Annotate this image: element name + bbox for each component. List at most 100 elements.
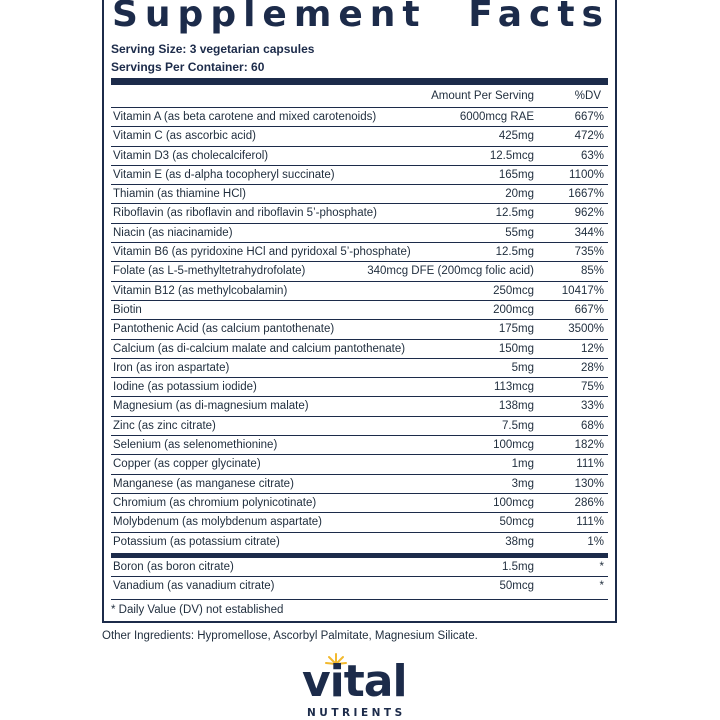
nutrient-row: Folate (as L-5-methyltetrahydrofolate) 34… <box>111 261 608 280</box>
nutrient-amount: 175mg <box>498 323 534 336</box>
dv-footnote: * Daily Value (DV) not established <box>111 599 608 624</box>
nutrient-amount: 20mg <box>505 188 534 201</box>
nutrient-amount: 6000mcg RAE <box>459 111 534 123</box>
other-nutrient-table: Boron (as boron citrate) 1.5mg * Vanadium (… <box>111 557 608 596</box>
nutrient-dv: 667% <box>574 303 604 316</box>
nutrient-amount: 55mg <box>505 226 534 239</box>
nutrient-row: Selenium (as selenomethionine) 100mcg 182% <box>111 435 608 454</box>
other-ingredients: Other Ingredients: Hypromellose, Ascorby… <box>102 630 478 642</box>
nutrient-name: Chromium (as chromium polynicotinate) <box>113 496 317 509</box>
nutrient-dv: 344% <box>574 226 604 239</box>
nutrient-amount: 50mcg <box>499 516 534 529</box>
nutrient-dv: 472% <box>574 130 604 143</box>
nutrient-dv: 1100% <box>569 168 604 181</box>
nutrient-dv: 75% <box>580 381 604 394</box>
nutrient-dv: 962% <box>574 207 604 220</box>
nutrient-row: Vitamin E (as d-alpha tocopheryl succina… <box>111 164 608 184</box>
nutrient-amount: 200mcg <box>493 303 534 316</box>
nutrient-dv: 85% <box>580 265 604 278</box>
nutrient-name: Vitamin C (as ascorbic acid) <box>113 130 256 143</box>
nutrient-dv: 111% <box>576 516 604 529</box>
nutrient-name: Pantothenic Acid (as calcium pantothenat… <box>113 323 335 336</box>
nutrient-name: Boron (as boron citrate) <box>113 561 234 573</box>
nutrient-dv: 130% <box>574 477 604 490</box>
nutrient-row: Calcium (as di-calcium malate and calciu… <box>111 338 608 358</box>
nutrient-row: Copper (as copper glycinate) 1mg 111% <box>111 454 608 473</box>
nutrient-dv: 286% <box>574 496 604 509</box>
title-word-facts: Facts <box>468 0 610 35</box>
nutrient-amount: 113mcg <box>493 381 534 394</box>
nutrient-amount: 340mcg DFE (200mcg folic acid) <box>367 265 534 278</box>
nutrient-row: Vanadium (as vanadium citrate) 50mcg * <box>111 576 608 595</box>
header-dv: %DV <box>574 90 601 102</box>
nutrient-row: Molybdenum (as molybdenum aspartate) 50mc… <box>111 512 608 531</box>
nutrient-name: Biotin <box>113 303 142 316</box>
nutrient-amount: 1mg <box>511 458 534 471</box>
nutrient-dv: * <box>599 561 604 573</box>
nutrient-name: Riboflavin (as riboflavin and riboflavin… <box>113 207 378 220</box>
nutrient-name: Vitamin A (as beta carotene and mixed ca… <box>113 111 377 123</box>
nutrient-amount: 12.5mg <box>495 246 534 259</box>
nutrient-dv: 10417% <box>561 284 604 297</box>
nutrient-name: Niacin (as niacinamide) <box>113 226 233 239</box>
nutrient-name: Folate (as L-5-methyltetrahydrofolate) <box>113 265 306 278</box>
nutrient-name: Iron (as iron aspartate) <box>113 361 230 374</box>
divider-thick <box>111 78 608 85</box>
nutrient-name: Iodine (as potassium iodide) <box>113 381 257 394</box>
nutrient-amount: 7.5mg <box>502 419 534 432</box>
nutrient-name: Vitamin B6 (as pyridoxine HCl and pyrido… <box>113 246 411 259</box>
nutrient-name: Manganese (as manganese citrate) <box>113 477 294 490</box>
nutrient-name: Vitamin B12 (as methylcobalamin) <box>113 284 288 297</box>
nutrient-amount: 425mg <box>498 130 534 143</box>
nutrient-name: Thiamin (as thiamine HCl) <box>113 188 246 201</box>
nutrient-amount: 100mcg <box>493 496 534 509</box>
nutrient-row: Boron (as boron citrate) 1.5mg * <box>111 557 608 576</box>
nutrient-row: Potassium (as potassium citrate) 38mg 1% <box>111 531 608 551</box>
nutrient-amount: 3mg <box>511 477 534 490</box>
nutrient-amount: 100mcg <box>493 439 534 452</box>
nutrient-row: Chromium (as chromium polynicotinate) 100… <box>111 492 608 512</box>
nutrient-dv: * <box>599 580 604 593</box>
nutrient-row: Vitamin A (as beta carotene and mixed ca… <box>111 107 608 126</box>
nutrient-amount: 12.5mcg <box>489 149 534 162</box>
brand-name: vital <box>302 656 408 707</box>
header-amount: Amount Per Serving <box>431 90 534 102</box>
nutrient-name: Molybdenum (as molybdenum aspartate) <box>113 516 323 529</box>
nutrient-amount: 50mcg <box>499 580 534 593</box>
nutrient-row: Niacin (as niacinamide) 55mg 344% <box>111 222 608 242</box>
column-header: Amount Per Serving %DV <box>111 87 608 107</box>
nutrient-dv: 12% <box>580 342 604 355</box>
nutrient-amount: 150mg <box>498 342 534 355</box>
nutrient-name: Copper (as copper glycinate) <box>113 458 261 471</box>
servings-per-container: Servings Per Container: 60 <box>111 60 265 74</box>
sun-icon <box>325 653 347 665</box>
nutrient-row: Riboflavin (as riboflavin and riboflavin… <box>111 203 608 222</box>
nutrient-dv: 33% <box>580 400 604 413</box>
nutrient-amount: 38mg <box>505 535 534 548</box>
serving-size: Serving Size: 3 vegetarian capsules <box>111 42 315 56</box>
nutrient-row: Magnesium (as di-magnesium malate) 138mg 3… <box>111 396 608 415</box>
nutrient-dv: 1% <box>587 535 604 548</box>
nutrient-amount: 5mg <box>511 361 534 374</box>
nutrient-name: Vitamin E (as d-alpha tocopheryl succina… <box>113 168 335 181</box>
nutrient-dv: 28% <box>580 361 604 374</box>
nutrient-dv: 3500% <box>568 323 604 336</box>
title-word-supplement: Supplement <box>112 0 427 35</box>
nutrient-row: Manganese (as manganese citrate) 3mg 130% <box>111 473 608 493</box>
nutrient-name: Vitamin D3 (as cholecalciferol) <box>113 149 269 162</box>
nutrient-row: Vitamin B6 (as pyridoxine HCl and pyrido… <box>111 242 608 261</box>
panel-title: Supplement Facts <box>112 0 610 35</box>
nutrient-name: Potassium (as potassium citrate) <box>113 535 280 548</box>
nutrient-row: Zinc (as zinc citrate) 7.5mg 68% <box>111 415 608 435</box>
nutrient-row: Iodine (as potassium iodide) 113mcg 75% <box>111 377 608 396</box>
nutrient-dv: 68% <box>580 419 604 432</box>
nutrient-amount: 1.5mg <box>502 561 534 573</box>
nutrient-dv: 182% <box>574 439 604 452</box>
nutrient-name: Calcium (as di-calcium malate and calciu… <box>113 342 406 355</box>
nutrient-amount: 250mcg <box>493 284 534 297</box>
nutrient-dv: 735% <box>574 246 604 259</box>
nutrient-row: Vitamin D3 (as cholecalciferol) 12.5mcg 63… <box>111 145 608 165</box>
nutrient-amount: 12.5mg <box>495 207 534 220</box>
nutrient-name: Vanadium (as vanadium citrate) <box>113 580 275 593</box>
nutrient-amount: 138mg <box>498 400 534 413</box>
